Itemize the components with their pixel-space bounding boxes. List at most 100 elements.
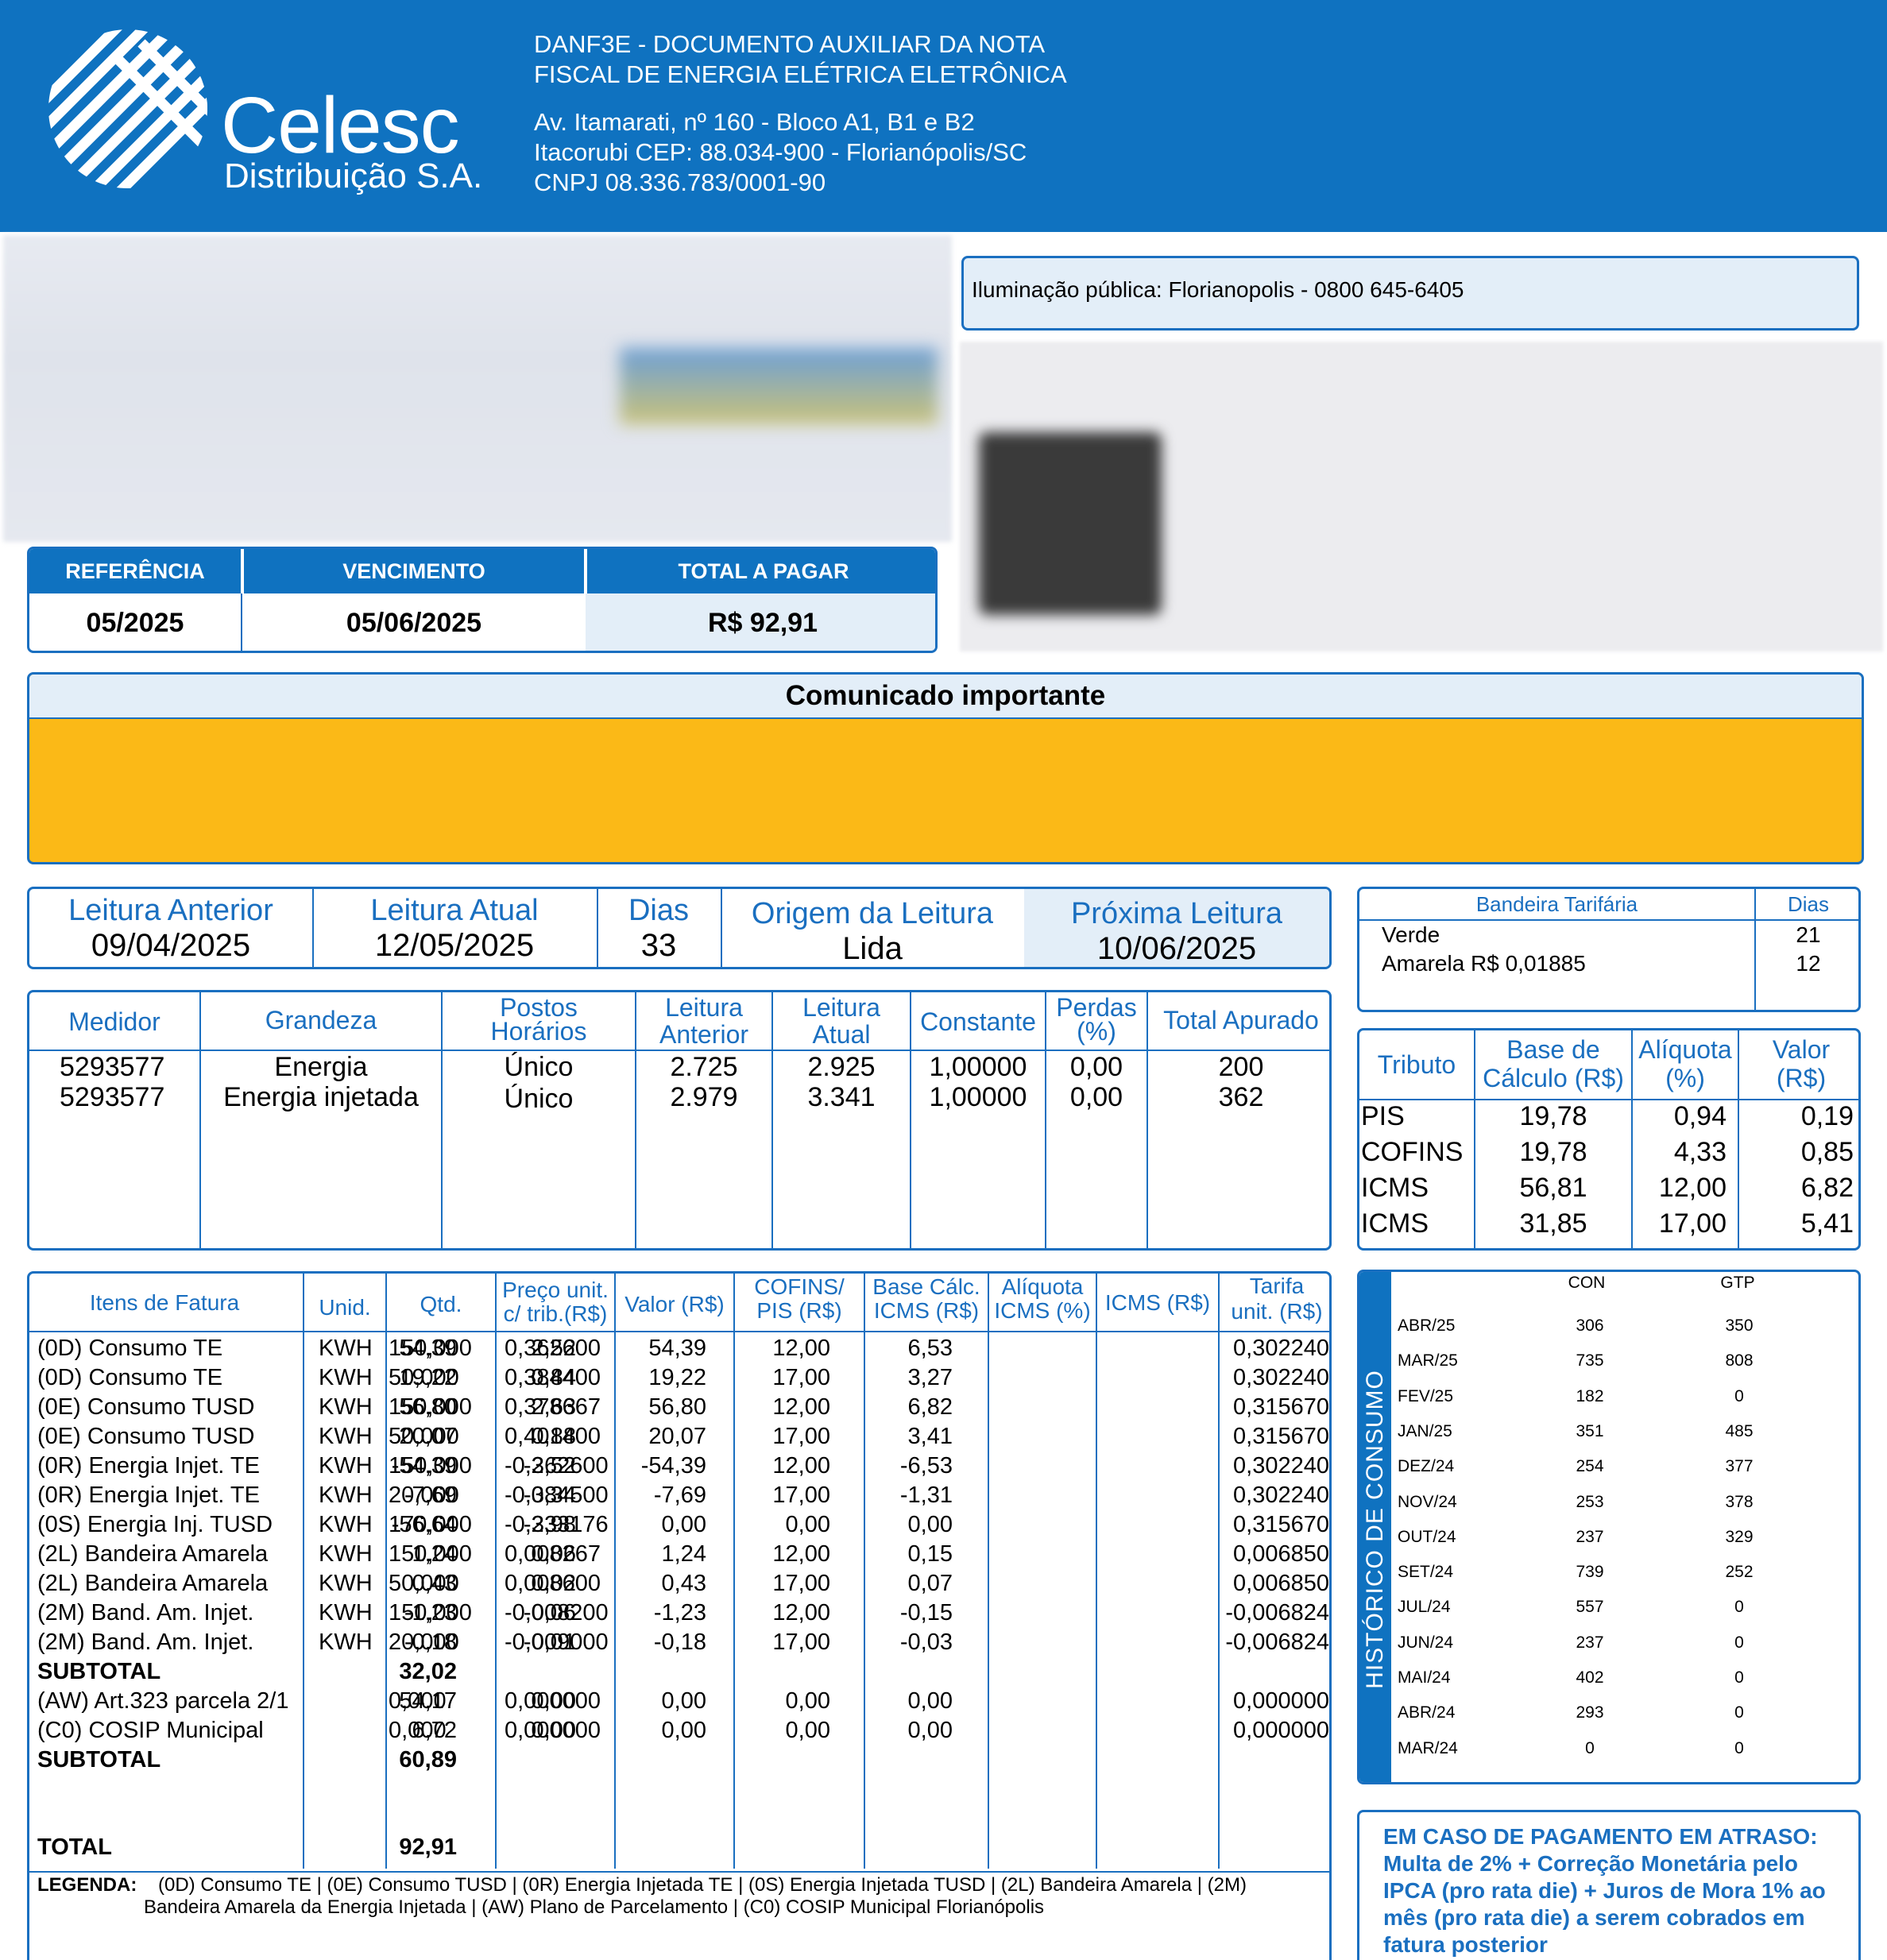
perdas-cell: 0,00 <box>1069 1052 1123 1082</box>
fatura-cell-base: -7,69 <box>653 1483 706 1508</box>
fatura-cell-item: (0R) Energia Injet. TE <box>37 1483 260 1508</box>
company-address-line2: Itacorubi CEP: 88.034-900 - Florianópoli… <box>534 138 1027 166</box>
historico-row: MAR/24 0 0 <box>1359 1731 1858 1766</box>
table-row: (0E) Consumo TUSD KWH 50,000 0,401400 20,07 0… <box>29 1422 1329 1452</box>
fatura-cell-qtd: 150,000 <box>389 1600 472 1626</box>
dias-value: 33 <box>640 928 677 963</box>
fatura-cell-tarifa: 0,302240 <box>1233 1365 1329 1390</box>
fatura-cell-qtd: 20,000 <box>389 1483 459 1508</box>
comunicado-title: Comunicado importante <box>29 675 1862 719</box>
medidor-table: Medidor Grandeza Postos Horários Leitura A… <box>27 990 1332 1251</box>
bandeira-row-dias: 21 <box>1796 922 1821 947</box>
historico-row: JAN/25 351 485 <box>1359 1414 1858 1449</box>
table-row: (0D) Consumo TE KWH 50,000 0,384400 19,22 0,8… <box>29 1363 1329 1393</box>
fatura-cell-tarifa: 0,006850 <box>1233 1571 1329 1596</box>
tributo-col-label: Tributo <box>1377 1050 1456 1079</box>
grandeza-cell: Energia injetada <box>223 1082 419 1112</box>
historico-cell-mes: DEZ/24 <box>1398 1457 1455 1476</box>
aliquota-col-label: Alíquota (%) <box>1638 1035 1732 1092</box>
unid-col-label: Unid. <box>319 1295 371 1320</box>
postos-col-label: Postos Horários <box>490 993 587 1046</box>
aliquota-icms-col-label: Alíquota ICMS (%) <box>994 1274 1091 1323</box>
historico-cell-con: 557 <box>1576 1598 1604 1617</box>
iluminacao-publica-text: Iluminação pública: Florianopolis - 0800… <box>972 277 1464 302</box>
fatura-cell-base: 0,00 <box>661 1512 706 1537</box>
fatura-cell-tarifa: 0,006850 <box>1233 1541 1329 1567</box>
fatura-cell-icms: -0,15 <box>899 1600 953 1626</box>
fatura-cell-aliq: 17,00 <box>772 1365 830 1390</box>
subtotal-row: SUBTOTAL 32,02 <box>29 1657 1329 1687</box>
table-row: (0D) Consumo TE KWH 150,000 0,362600 54,39 2,… <box>29 1334 1329 1363</box>
fatura-cell-qtd: 50,000 <box>389 1424 459 1449</box>
leitura-atual-col-label: Leitura Atual <box>802 993 880 1049</box>
fatura-cell-aliq: 12,00 <box>772 1453 830 1479</box>
fatura-cell-icms: 0,00 <box>907 1512 953 1537</box>
fatura-cell-cofins: 2,63 <box>531 1394 576 1420</box>
fatura-cell-tarifa: 0,000000 <box>1233 1688 1329 1714</box>
posto-cell: Único <box>504 1084 574 1114</box>
iluminacao-publica-box: Iluminação pública: Florianopolis - 0800… <box>961 256 1859 331</box>
fatura-cell-base: 1,24 <box>661 1541 706 1567</box>
fatura-cell-qtd: 0,000 <box>389 1688 447 1714</box>
fatura-cell-tarifa: 0,000000 <box>1233 1718 1329 1743</box>
fatura-cell-qtd: 20,000 <box>389 1629 459 1655</box>
bandeira-row-name: Verde <box>1382 922 1440 947</box>
historico-cell-gtp: 0 <box>1734 1668 1744 1687</box>
celesc-logo-icon <box>48 29 207 188</box>
fatura-cell-preco: 0,362600 <box>505 1336 601 1361</box>
subtotal-row: SUBTOTAL 60,89 <box>29 1745 1329 1775</box>
fatura-cell-icms: -6,53 <box>899 1453 953 1479</box>
historico-cell-con: 306 <box>1576 1316 1604 1335</box>
fatura-cell-base: 0,00 <box>661 1718 706 1743</box>
leitura-atual-value: 12/05/2025 <box>374 928 535 963</box>
perdas-col-label: Perdas (%) <box>1056 993 1137 1046</box>
fatura-cell-aliq: 12,00 <box>772 1541 830 1567</box>
redacted-badge <box>620 348 938 424</box>
historico-cell-mes: MAI/24 <box>1398 1668 1451 1687</box>
fatura-cell-preco: -0,009000 <box>505 1629 609 1655</box>
table-row: (2M) Band. Am. Injet. KWH 20,000 -0,009000-… <box>29 1628 1329 1657</box>
medidor-cell: 5293577 <box>60 1082 165 1112</box>
fatura-cell-preco: -0,333176 <box>505 1512 609 1537</box>
fatura-cell-icms: 0,00 <box>907 1718 953 1743</box>
fatura-cell-valor: 60,89 <box>399 1747 457 1773</box>
fatura-cell-valor: -56,64 <box>391 1512 457 1537</box>
fatura-cell-cofins: -0,06 <box>523 1600 576 1626</box>
valor-cell: 0,85 <box>1800 1137 1854 1167</box>
fatura-cell-icms: 0,15 <box>907 1541 953 1567</box>
fatura-cell-unid: KWH <box>319 1571 373 1596</box>
valor-cell: 6,82 <box>1800 1173 1854 1203</box>
fatura-cell-aliq: 12,00 <box>772 1394 830 1420</box>
leitura-anterior-col-label: Leitura Anterior <box>659 993 749 1049</box>
historico-row: ABR/25 306 350 <box>1359 1309 1858 1343</box>
bandeira-row-dias: 12 <box>1796 951 1821 976</box>
fatura-cell-valor: 1,24 <box>412 1541 457 1567</box>
proxima-leitura-value: 10/06/2025 <box>1096 931 1257 966</box>
fatura-cell-aliq: 0,00 <box>785 1512 830 1537</box>
medidor-cell: 5293577 <box>60 1052 165 1082</box>
con-col-label: CON <box>1568 1274 1606 1292</box>
tributo-cell: ICMS <box>1361 1173 1429 1203</box>
historico-row: JUL/24 557 0 <box>1359 1590 1858 1625</box>
historico-cell-mes: ABR/24 <box>1398 1703 1456 1722</box>
total-a-pagar-value: R$ 92,91 <box>586 593 935 651</box>
itens-col-label: Itens de Fatura <box>89 1290 240 1315</box>
fatura-cell-tarifa: 0,315670 <box>1233 1424 1329 1449</box>
fatura-cell-qtd: 150,000 <box>389 1453 472 1479</box>
fatura-cell-qtd: 0,000 <box>389 1718 447 1743</box>
fatura-cell-valor: 20,07 <box>399 1424 457 1449</box>
fatura-cell-preco: -0,384500 <box>505 1483 609 1508</box>
bandeira-tarifaria-box: Bandeira Tarifária Dias Verde 21 Amarela… <box>1357 887 1861 1012</box>
fatura-cell-aliq: 12,00 <box>772 1600 830 1626</box>
fatura-cell-unid: KWH <box>319 1394 373 1420</box>
fatura-cell-cofins: 0,00 <box>531 1688 576 1714</box>
historico-cell-gtp: 378 <box>1725 1492 1754 1511</box>
fatura-cell-unid: KWH <box>319 1483 373 1508</box>
valor-cell: 0,19 <box>1800 1101 1854 1131</box>
fatura-cell-aliq: 17,00 <box>772 1424 830 1449</box>
total-apurado-col-label: Total Apurado <box>1163 1006 1319 1034</box>
grandeza-col-label: Grandeza <box>265 1006 377 1034</box>
valor-col-label: Valor (R$) <box>624 1292 725 1316</box>
logo-subtitle: Distribuição S.A. <box>224 157 483 195</box>
gtp-col-label: GTP <box>1720 1274 1755 1292</box>
